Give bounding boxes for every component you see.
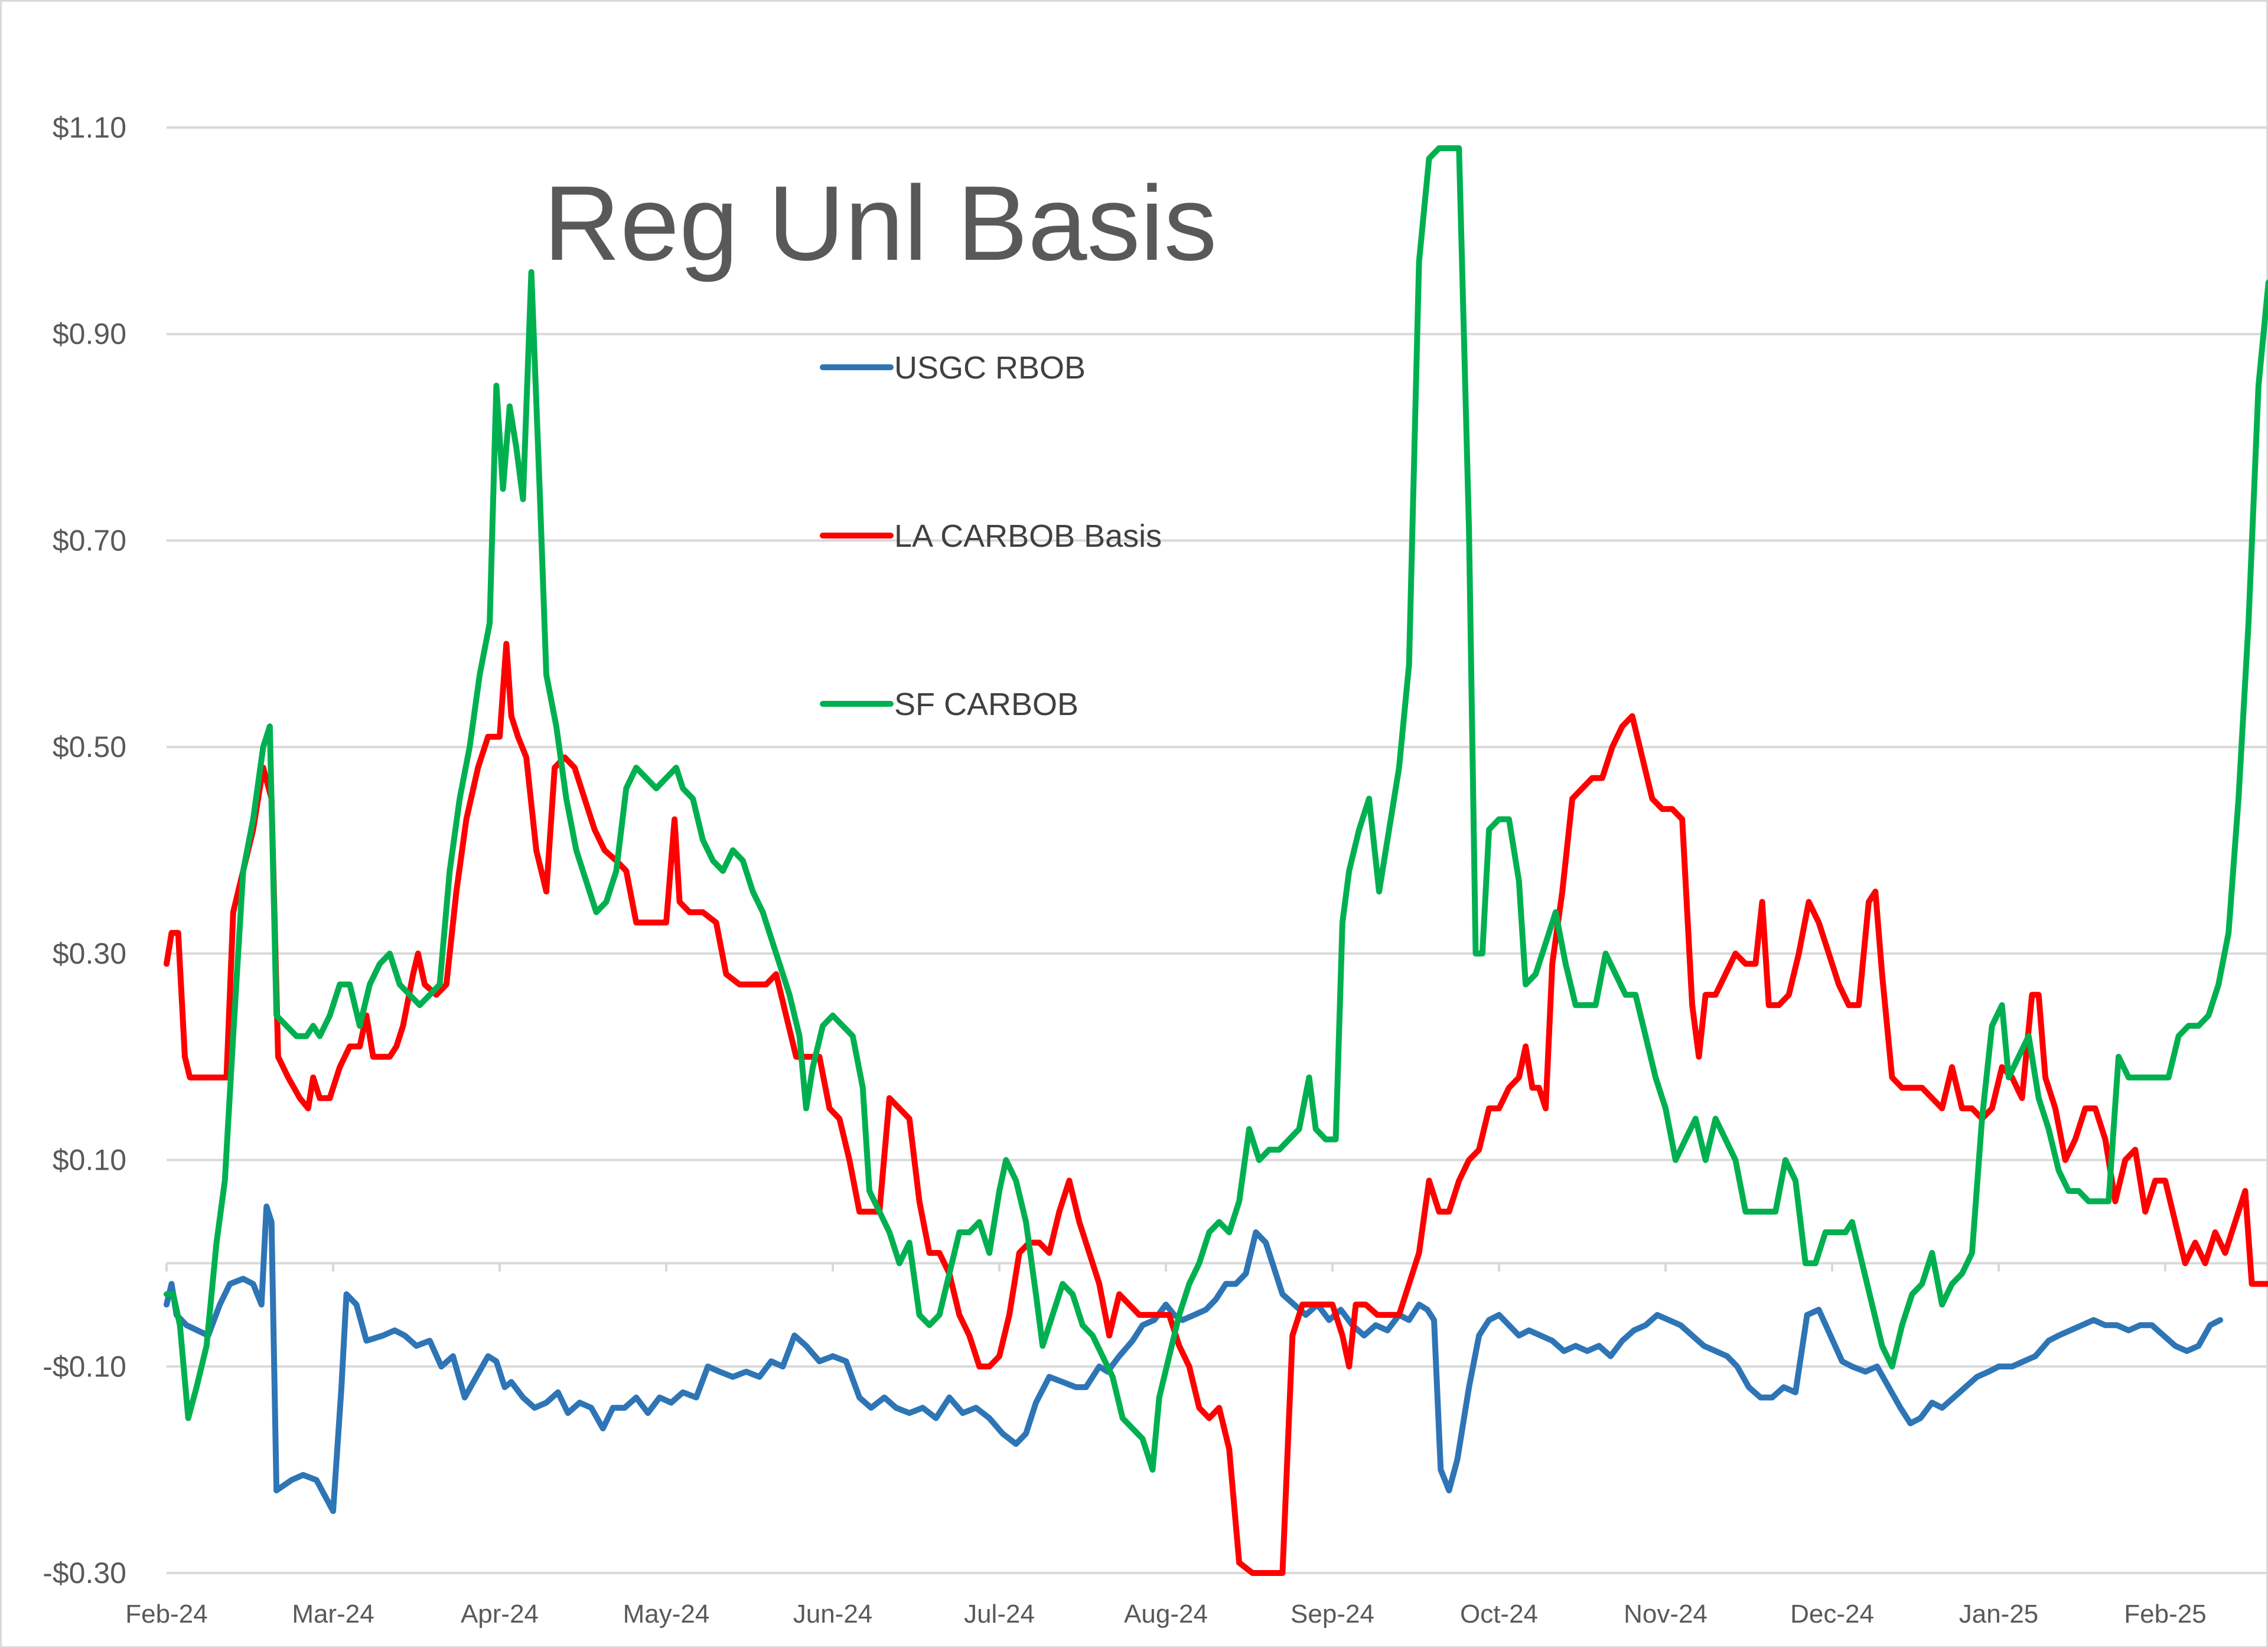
x-tick-label: Nov-24 xyxy=(1624,1600,1707,1629)
series-line-usgc-rbob xyxy=(164,1203,2224,1515)
y-tick-label: $0.30 xyxy=(53,937,126,970)
x-tick-label: Jul-24 xyxy=(964,1600,1035,1629)
x-tick-label: Feb-24 xyxy=(125,1600,207,1629)
y-tick-label: -$0.30 xyxy=(43,1556,126,1590)
y-tick-label: $1.10 xyxy=(53,111,126,144)
series-line-la-carbob-basis xyxy=(164,641,2268,1576)
x-tick-label: May-24 xyxy=(623,1600,710,1629)
y-tick-label: -$0.10 xyxy=(43,1350,126,1383)
chart-title: Reg Unl Basis xyxy=(543,164,1217,283)
y-tick-label: $0.50 xyxy=(53,730,126,763)
legend: USGC RBOB LA CARBOB Basis SF CARBOB xyxy=(820,350,1162,722)
x-tick-label: Sep-24 xyxy=(1291,1600,1374,1629)
x-tick-label: Oct-24 xyxy=(1460,1600,1538,1629)
x-tick-label: Aug-24 xyxy=(1124,1600,1208,1629)
series-lines xyxy=(164,145,2268,1576)
x-tick-label: Feb-25 xyxy=(2124,1600,2206,1629)
legend-label-usgc-rbob: USGC RBOB xyxy=(894,350,1086,386)
x-tick-label: Mar-24 xyxy=(292,1600,374,1629)
x-tick-label: Jan-25 xyxy=(1959,1600,2039,1629)
y-tick-label: $0.70 xyxy=(53,524,126,557)
series-line-sf-carbob xyxy=(164,145,2268,1473)
y-axis-tick-labels: $1.10 $0.90 $0.70 $0.50 $0.30 $0.10 -$0.10 -$0.… xyxy=(43,111,126,1590)
x-tick-label: Apr-24 xyxy=(461,1600,539,1629)
x-axis xyxy=(165,1262,2268,1272)
y-tick-label: $0.90 xyxy=(53,318,126,351)
gridlines xyxy=(167,126,2268,1574)
y-tick-label: $0.10 xyxy=(53,1144,126,1177)
legend-label-sf-carbob: SF CARBOB xyxy=(894,687,1078,722)
legend-label-la-carbob-basis: LA CARBOB Basis xyxy=(894,518,1162,554)
x-tick-label: Jun-24 xyxy=(793,1600,873,1629)
x-axis-tick-labels: Feb-24 Mar-24 Apr-24 May-24 Jun-24 Jul-24 Aug-… xyxy=(125,1600,2206,1629)
x-tick-label: Dec-24 xyxy=(1790,1600,1874,1629)
